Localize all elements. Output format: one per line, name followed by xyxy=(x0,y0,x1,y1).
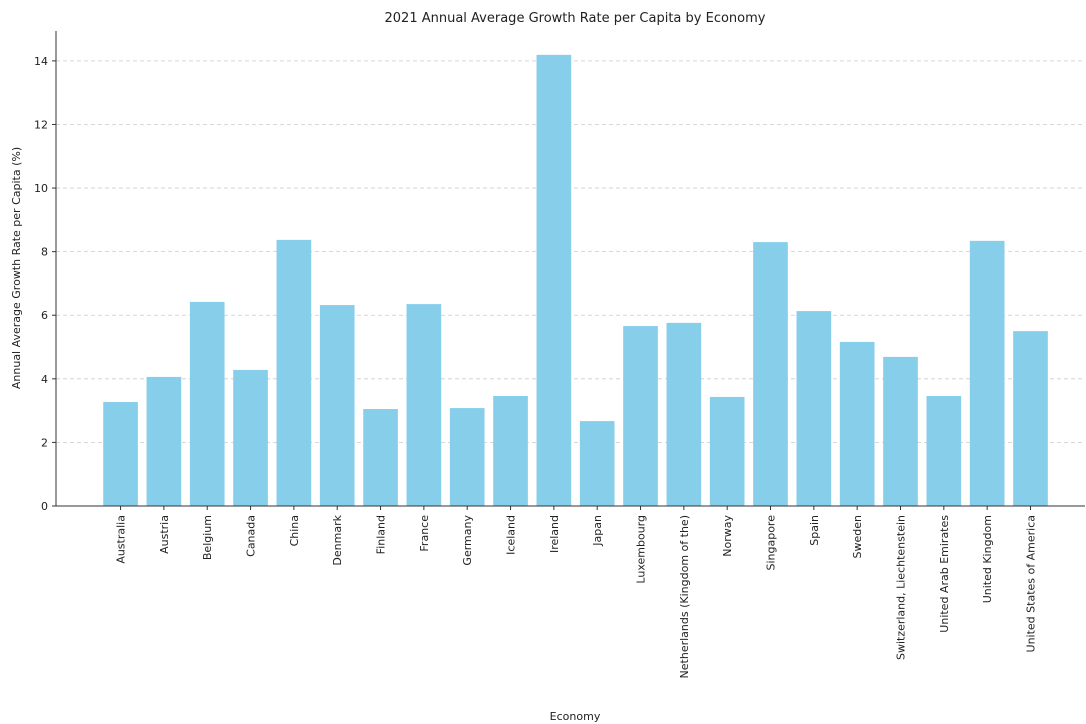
bar xyxy=(1013,331,1048,506)
x-tick-label: Norway xyxy=(721,515,734,557)
x-axis-label: Economy xyxy=(550,710,601,723)
x-tick-label: China xyxy=(288,515,301,546)
x-tick-label: United Kingdom xyxy=(981,515,994,603)
x-tick-label: Switzerland, Liechtenstein xyxy=(895,515,908,660)
x-tick-label: Iceland xyxy=(505,515,518,555)
bar xyxy=(406,304,442,506)
bar xyxy=(969,240,1005,506)
x-tick-label: Sweden xyxy=(851,515,864,558)
bar xyxy=(233,369,268,506)
bar xyxy=(796,311,832,506)
bar xyxy=(709,396,745,506)
bar xyxy=(276,239,312,506)
y-axis-label: Annual Average Growth Rate per Capita (%… xyxy=(10,147,23,389)
bar xyxy=(926,395,962,506)
bar xyxy=(363,409,398,506)
x-tick-label: France xyxy=(418,515,431,552)
bar xyxy=(753,242,788,506)
bar xyxy=(146,376,182,506)
bar xyxy=(103,402,138,506)
bar xyxy=(883,356,918,506)
x-tick-label: Spain xyxy=(808,515,821,546)
y-tick-label: 2 xyxy=(41,436,48,449)
x-tick-label: Belgium xyxy=(201,515,214,560)
bar xyxy=(449,408,485,506)
x-tick-label: Denmark xyxy=(331,514,344,565)
x-tick-label: Singapore xyxy=(765,515,778,571)
bar xyxy=(839,341,875,506)
y-tick-label: 6 xyxy=(41,309,48,322)
bar xyxy=(319,305,355,506)
bar xyxy=(579,421,615,506)
y-tick-label: 8 xyxy=(41,246,48,259)
y-tick-label: 0 xyxy=(41,500,48,513)
bar xyxy=(666,322,702,506)
y-tick-label: 10 xyxy=(34,182,48,195)
x-tick-label: United Arab Emirates xyxy=(938,515,951,633)
bar xyxy=(623,326,658,506)
x-tick-label: Ireland xyxy=(548,515,561,553)
x-tick-label: Germany xyxy=(461,515,474,566)
bar xyxy=(189,301,225,506)
bar xyxy=(493,395,528,506)
x-tick-label: Japan xyxy=(591,515,604,547)
x-tick-label: Austria xyxy=(158,515,171,554)
y-tick-label: 14 xyxy=(34,55,48,68)
y-tick-label: 12 xyxy=(34,118,48,131)
x-tick-label: Luxembourg xyxy=(635,515,648,584)
x-tick-label: Netherlands (Kingdom of the) xyxy=(678,515,691,678)
x-tick-label: Canada xyxy=(245,515,258,557)
bar xyxy=(536,54,572,506)
x-tick-label: Australia xyxy=(115,515,128,564)
x-tick-label: United States of America xyxy=(1024,515,1037,652)
x-tick-label: Finland xyxy=(375,515,388,554)
y-tick-label: 4 xyxy=(41,373,48,386)
chart-title: 2021 Annual Average Growth Rate per Capi… xyxy=(385,11,766,26)
